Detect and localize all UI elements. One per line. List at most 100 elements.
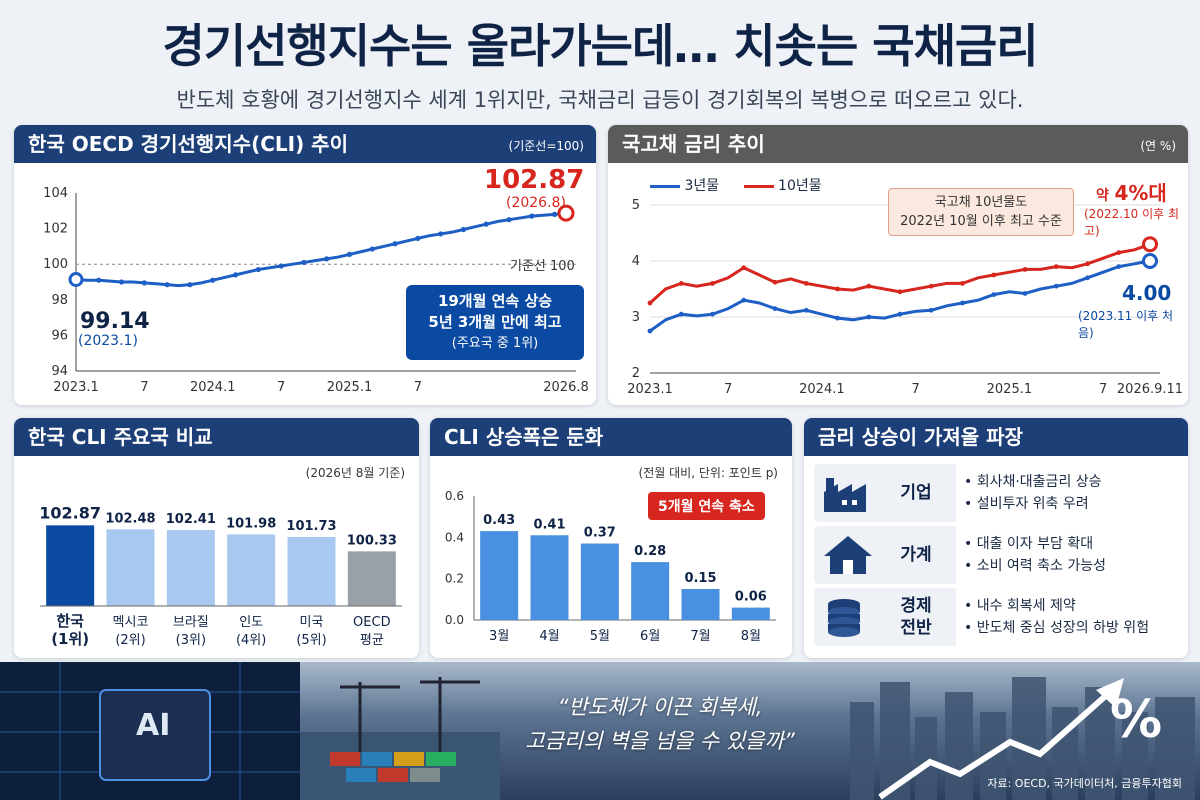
impact-text-economy: • 내수 회복세 제약 • 반도체 중심 성장의 하방 위험 xyxy=(956,588,1178,646)
point-10y xyxy=(1116,250,1122,255)
cli-point xyxy=(529,213,535,219)
gain-value-label: 0.06 xyxy=(735,590,767,605)
page-title: 경기선행지수는 올라가는데… 치솟는 국채금리 xyxy=(162,19,1038,73)
point-3y xyxy=(1085,275,1090,281)
x-tick-label: 7 xyxy=(414,380,422,395)
cli-point xyxy=(460,226,467,233)
compare-category-label: (2위) xyxy=(115,633,145,648)
point-3y xyxy=(866,314,872,320)
cli-point xyxy=(483,221,489,227)
y-tick-label: 98 xyxy=(51,293,68,308)
point-10y xyxy=(741,265,747,271)
y-tick-label: 5 xyxy=(632,198,640,213)
rate-trend-header: 국고채 금리 추이 xyxy=(608,125,1188,163)
impact-label-economy-text: 경제 전반 xyxy=(900,596,932,638)
y-tick-label: 100 xyxy=(43,257,68,272)
impact-panel: 금리 상승이 가져올 파장 기업 • 회사채·대출금리 상승 • 설비투자 위축… xyxy=(804,418,1188,658)
x-tick-label: 2026.9.11 xyxy=(1117,382,1183,397)
y-tick-label: 3 xyxy=(632,310,640,325)
compare-category-label: 평균 xyxy=(360,633,384,648)
point-3y xyxy=(928,307,934,313)
compare-unit: (2026년 8월 기준) xyxy=(305,466,405,480)
x-tick-label: 2026.8 xyxy=(543,380,589,395)
y-tick-label: 4 xyxy=(632,254,640,269)
gain-category-label: 3월 xyxy=(489,629,509,644)
cli-line-chart: 94 96 98 100 102 104 2023.1 7 2024.1 7 2025.1 7 2026… xyxy=(43,186,589,395)
rate-10y-sub: (2022.10 이후 최고) xyxy=(1084,207,1180,238)
x-tick-label: 7 xyxy=(911,382,919,397)
point-10y xyxy=(897,289,903,295)
bottom-illustration: AI % xyxy=(0,662,1200,800)
point-10y xyxy=(960,281,965,286)
impact-line: • 회사채·대출금리 상승 xyxy=(964,474,1102,490)
gain-unit: (전월 대비, 단위: 포인트 p) xyxy=(638,466,778,480)
point-10y xyxy=(928,283,934,289)
compare-category-label: (1위) xyxy=(51,630,89,648)
chip-label: AI xyxy=(136,708,171,743)
compare-bar xyxy=(287,537,336,606)
compare-value-label: 102.48 xyxy=(105,511,155,526)
point-3y xyxy=(772,306,778,311)
point-10y xyxy=(678,281,684,286)
point-10y xyxy=(866,283,872,289)
point-10y xyxy=(1053,264,1059,269)
cli-point xyxy=(255,266,261,273)
impact-label-economy: 경제 전반 xyxy=(876,588,956,646)
series-3y-line xyxy=(649,259,1151,333)
rate-10y-prefix: 약 xyxy=(1096,188,1109,204)
percent-symbol: % xyxy=(1110,690,1163,750)
point-10y xyxy=(803,281,809,286)
cli-callout: 19개월 연속 상승 5년 3개월 만에 최고 (주요국 중 1위) xyxy=(406,285,584,360)
cli-point xyxy=(210,277,216,283)
impact-text-household: • 대출 이자 부담 확대 • 소비 여력 축소 가능성 xyxy=(956,526,1178,584)
cli-point xyxy=(346,251,353,258)
compare-category-label: 미국 xyxy=(300,615,324,630)
cli-callout-line1: 19개월 연속 상승 xyxy=(437,292,553,310)
compare-value-label: 100.33 xyxy=(347,533,397,548)
rate-unit: (연 %) xyxy=(1140,139,1176,153)
gain-category-label: 5월 xyxy=(590,629,610,644)
compare-value-label: 101.73 xyxy=(286,519,336,534)
cli-point xyxy=(96,277,102,283)
x-tick-label: 7 xyxy=(724,382,732,397)
gain-value-label: 0.41 xyxy=(533,517,565,532)
cli-point xyxy=(232,272,239,278)
cli-compare-header: 한국 CLI 주요국 비교 xyxy=(14,418,419,456)
point-3y xyxy=(835,315,840,321)
cli-compare-panel: 한국 CLI 주요국 비교 (2026년 8월 기준) 102.87 한국 (1위)… xyxy=(14,418,419,658)
coins-icon xyxy=(828,599,860,637)
cli-baseline-label: 기준선 100 xyxy=(510,259,575,274)
y-tick-label: 0.6 xyxy=(445,489,464,503)
compare-bar xyxy=(347,551,396,606)
compare-category-label: 멕시코 xyxy=(113,615,149,630)
legend-10y-swatch xyxy=(743,184,774,188)
cli-callout-line3: (주요국 중 1위) xyxy=(451,336,539,351)
cli-point xyxy=(324,256,330,262)
quote-line2: 고금리의 벽을 넘을 수 있을까” xyxy=(525,729,795,753)
compare-bar xyxy=(106,529,155,606)
rate-note: 국고채 10년물도 2022년 10월 이후 최고 수준 xyxy=(888,188,1074,236)
cli-end-point xyxy=(557,204,575,222)
compare-category-label: 인도 xyxy=(239,615,263,630)
factory-icon xyxy=(824,478,866,512)
impact-row-business: 기업 • 회사채·대출금리 상승 • 설비투자 위축 우려 xyxy=(814,464,1178,522)
gain-bar xyxy=(480,531,519,620)
compare-category-label: (4위) xyxy=(236,633,266,648)
compare-value-label: 102.41 xyxy=(166,512,216,527)
compare-bar xyxy=(46,525,95,606)
legend-3y-label: 3년물 xyxy=(684,178,720,194)
gain-bar xyxy=(530,535,569,620)
compare-category-label: (3위) xyxy=(176,633,206,648)
cli-gain-panel: CLI 상승폭은 둔화 (전월 대비, 단위: 포인트 p) 0.0 0.2 0.4… xyxy=(430,418,792,658)
cli-point xyxy=(301,259,307,266)
cli-start-value: 99.14 xyxy=(80,309,150,334)
y-tick-label: 0.4 xyxy=(445,530,464,544)
rate-note-line2: 2022년 10월 이후 최고 수준 xyxy=(900,214,1062,229)
impact-row-economy: 경제 전반 • 내수 회복세 제약 • 반도체 중심 성장의 하방 위험 xyxy=(814,588,1178,646)
cli-start-point xyxy=(68,272,84,288)
point-10y xyxy=(1022,267,1028,272)
compare-bar xyxy=(166,530,215,606)
cli-point xyxy=(369,246,375,252)
y-tick-label: 96 xyxy=(51,328,68,343)
cli-point xyxy=(438,231,444,237)
